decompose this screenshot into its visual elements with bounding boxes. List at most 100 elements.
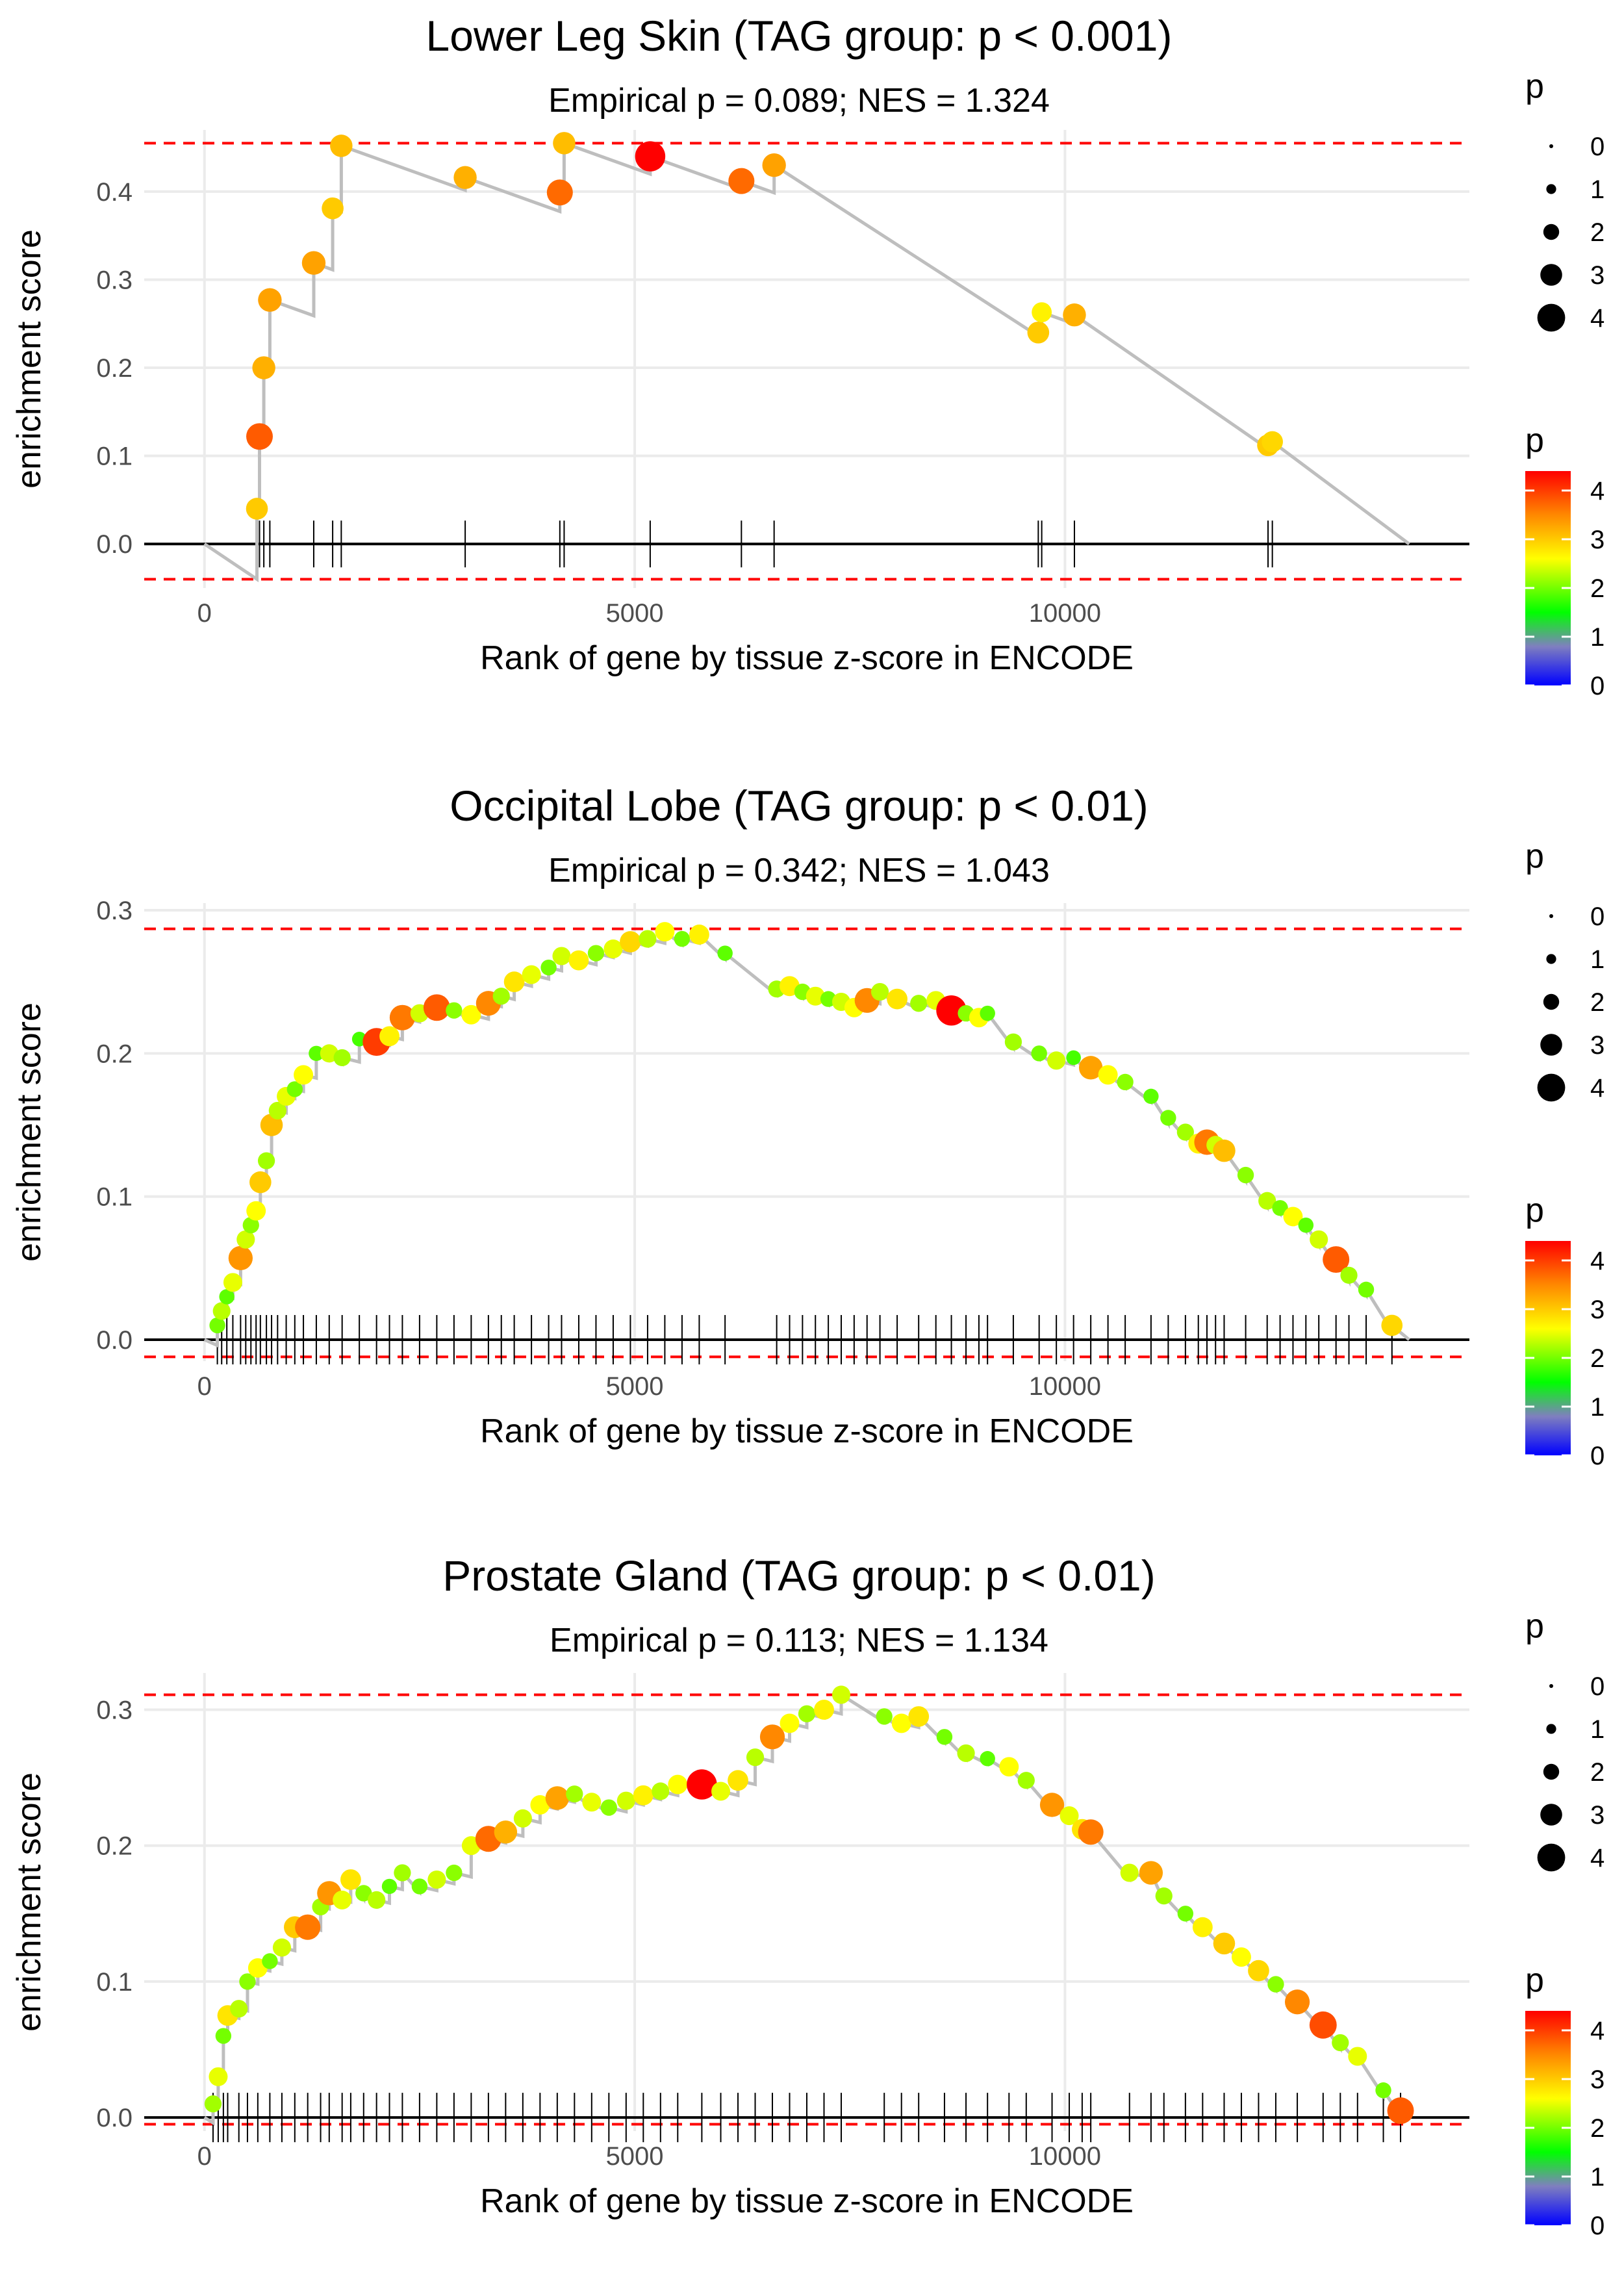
hit-point [294,1065,314,1085]
hit-point [1258,1192,1276,1210]
hit-point [552,947,571,965]
legend-3: p 0 1 2 3 4 p 0 1 2 3 4 [1525,1607,1605,2240]
hit-point [522,965,541,984]
hit-point [566,1785,583,1803]
color-bar-label: 4 [1590,1247,1605,1275]
x-axis-title: Rank of gene by tissue z-score in ENCODE [480,1412,1134,1450]
color-bar [1525,1241,1571,1455]
x-axis-title: Rank of gene by tissue z-score in ENCODE [480,639,1134,677]
size-legend-dot [1540,1804,1562,1826]
hit-point [603,939,623,958]
chart-title: Prostate Gland (TAG group: p < 0.01) [442,1552,1156,1600]
hit-point [301,251,326,275]
hit-point [262,1953,278,1969]
y-tick-label: 0.3 [96,897,133,925]
enrichment-curve [203,140,1410,583]
hit-point [368,1891,386,1909]
x-tick-label: 10000 [1029,599,1101,628]
size-legend-dot [1546,184,1556,194]
hit-point [587,945,605,962]
hit-point [333,1049,351,1067]
hit-point [600,1799,617,1816]
hit-point [1213,1139,1236,1162]
x-tick-label: 5000 [606,599,664,628]
chart-title: Lower Leg Skin (TAG group: p < 0.001) [426,12,1173,60]
hit-point [212,1302,231,1320]
hit-point [1272,1200,1288,1216]
y-tick-label: 0.1 [96,1968,133,1997]
hit-point [620,931,641,952]
hit-point [513,1809,532,1828]
hit-point [540,959,557,976]
hit-point [876,1708,893,1725]
hit-point [728,168,755,194]
size-legend-label: 1 [1590,945,1605,974]
hit-point [1375,2082,1391,2099]
hit-point [223,1273,242,1292]
hit-point [246,1201,266,1221]
hit-point [423,994,450,1021]
size-legend-label: 4 [1590,1844,1605,1872]
hit-point [957,1744,975,1763]
x-tick-label: 10000 [1029,2142,1101,2171]
hit-point [891,1713,911,1733]
size-legend-dot [1543,1763,1560,1780]
hit-point [798,1705,816,1722]
chart-panel-3: Prostate Gland (TAG group: p < 0.01) Empi… [10,1552,1605,2240]
hit-point [252,356,275,379]
size-legend-label: 2 [1590,1758,1605,1787]
chart-subtitle: Empirical p = 0.342; NES = 1.043 [548,852,1050,889]
y-tick-label: 0.2 [96,1832,133,1861]
hit-point [1177,1906,1194,1922]
color-legend-title: p [1525,1192,1544,1229]
hit-point [635,141,666,172]
hit-point [674,930,691,947]
hit-point [728,1770,748,1791]
y-tick-label: 0.1 [96,1183,133,1212]
x-axis-title: Rank of gene by tissue z-score in ENCODE [480,2182,1134,2220]
color-bar-label: 1 [1590,623,1605,652]
hit-point [1031,1045,1047,1062]
hit-point [1340,1266,1358,1284]
chart-panel-1: Lower Leg Skin (TAG group: p < 0.001) Emp… [10,12,1605,700]
color-bar-label: 2 [1590,2114,1605,2143]
hit-point [268,1101,286,1120]
y-tick-label: 0.2 [96,1040,133,1068]
hit-point [639,930,657,948]
hit-point [780,1713,800,1733]
size-legend-label: 2 [1590,988,1605,1017]
hit-point [394,1864,411,1882]
hit-point [219,1289,235,1305]
chart-title: Occipital Lobe (TAG group: p < 0.01) [450,782,1148,830]
hit-point [446,1864,463,1882]
hit-point [1267,1976,1284,1993]
y-axis-title: enrichment score [10,1003,48,1262]
hit-point [258,288,282,312]
hit-point [239,1973,256,1990]
hit-point [309,1045,324,1062]
hit-point [333,1890,352,1910]
hit-point [1143,1088,1159,1105]
size-legend-dot [1549,144,1553,148]
size-legend-label: 2 [1590,218,1605,247]
hit-point [1284,1989,1310,2015]
size-legend-dot [1546,1724,1556,1734]
hit-point [1098,1065,1118,1085]
hit-point [910,995,928,1012]
hit-point [814,1700,834,1720]
hit-point [330,134,353,157]
hit-point [1323,1246,1350,1273]
chart-subtitle: Empirical p = 0.113; NES = 1.134 [550,1622,1048,1659]
x-tick-label: 0 [197,1372,212,1401]
enrichment-curve [203,1691,1410,2126]
color-bar [1525,471,1571,685]
hit-point [1310,1230,1328,1249]
color-bar-label: 1 [1590,2163,1605,2191]
hit-point [340,1869,361,1890]
hit-point [1017,1772,1035,1789]
hit-point [1078,1056,1103,1080]
color-legend-title: p [1525,1961,1544,1999]
hit-point [1039,1793,1065,1817]
size-legend-dot [1537,1843,1566,1872]
hit-point [1348,2047,1367,2066]
